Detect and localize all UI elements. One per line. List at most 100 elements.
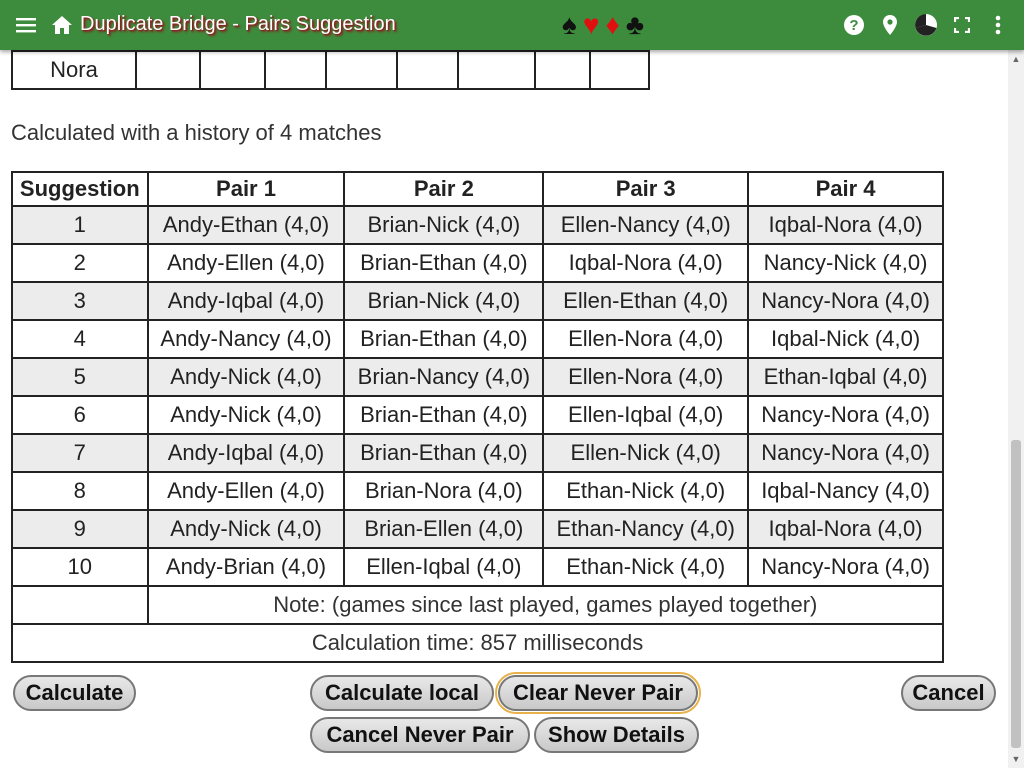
pair-cell: Iqbal-Nora (4,0) [747, 205, 944, 245]
fullscreen-icon[interactable] [948, 0, 976, 50]
suggestion-number: 4 [11, 319, 149, 359]
suggestion-number: 5 [11, 357, 149, 397]
table-row: 2 Andy-Ellen (4,0) Brian-Ethan (4,0) Iqbal-… [11, 243, 944, 283]
pair-cell: Andy-Iqbal (4,0) [146, 433, 346, 473]
history-info: Calculated with a history of 4 matches [11, 120, 382, 145]
more-vert-icon[interactable] [986, 0, 1010, 50]
table-row: 5 Andy-Nick (4,0) Brian-Nancy (4,0) Ellen-N… [11, 357, 944, 397]
note-text: Note: (games since last played, games pl… [146, 585, 945, 625]
suggestion-number: 3 [11, 281, 149, 321]
main-content: Nora Calculated with a history of 4 matc… [0, 50, 1008, 768]
cancel-never-pair-button[interactable]: Cancel Never Pair [310, 717, 530, 753]
pair-cell: Brian-Ellen (4,0) [343, 509, 545, 549]
menu-icon[interactable] [10, 0, 42, 50]
home-icon[interactable] [48, 0, 76, 50]
pair-cell: Iqbal-Nancy (4,0) [747, 471, 944, 511]
pair-cell: Brian-Ethan (4,0) [343, 433, 545, 473]
table-row: Nora [11, 50, 650, 90]
suggestions-table: Suggestion Pair 1 Pair 2 Pair 3 Pair 4 1… [11, 171, 945, 663]
header-pair-1: Pair 1 [146, 171, 346, 207]
table-cell [264, 50, 327, 90]
cancel-button[interactable]: Cancel [901, 675, 996, 711]
pair-cell: Nancy-Nick (4,0) [747, 243, 944, 283]
table-row: 9 Andy-Nick (4,0) Brian-Ellen (4,0) Ethan-N… [11, 509, 944, 549]
pair-cell: Andy-Ethan (4,0) [146, 205, 346, 245]
pair-cell: Brian-Nick (4,0) [343, 205, 545, 245]
calc-time-row: Calculation time: 857 milliseconds [11, 623, 944, 663]
scroll-down-arrow-icon[interactable]: ▼ [1011, 754, 1021, 764]
pair-cell: Iqbal-Nora (4,0) [747, 509, 944, 549]
pair-cell: Andy-Iqbal (4,0) [146, 281, 346, 321]
table-cell [457, 50, 536, 90]
calculate-button[interactable]: Calculate [13, 675, 136, 711]
pair-cell: Ethan-Nick (4,0) [542, 547, 750, 587]
pair-cell: Ellen-Ethan (4,0) [542, 281, 750, 321]
header-pair-4: Pair 4 [747, 171, 944, 207]
pair-cell: Brian-Nora (4,0) [343, 471, 545, 511]
pair-cell: Brian-Nick (4,0) [343, 281, 545, 321]
show-details-button[interactable]: Show Details [534, 717, 699, 753]
pair-cell: Ethan-Nick (4,0) [542, 471, 750, 511]
table-header-row: Suggestion Pair 1 Pair 2 Pair 3 Pair 4 [11, 171, 944, 207]
pair-cell: Ellen-Iqbal (4,0) [343, 547, 545, 587]
theme-pie-icon[interactable] [912, 0, 940, 50]
pair-cell: Brian-Nancy (4,0) [343, 357, 545, 397]
suggestion-number: 9 [11, 509, 149, 549]
pair-cell: Andy-Ellen (4,0) [146, 471, 346, 511]
clear-never-pair-button[interactable]: Clear Never Pair [495, 672, 701, 714]
suggestion-number: 10 [11, 547, 149, 587]
pair-cell: Ellen-Iqbal (4,0) [542, 395, 750, 435]
pair-cell: Brian-Ethan (4,0) [343, 395, 545, 435]
header-pair-3: Pair 3 [542, 171, 750, 207]
pair-cell: Andy-Nick (4,0) [146, 357, 346, 397]
pair-cell: Nancy-Nora (4,0) [747, 433, 944, 473]
location-pin-icon[interactable] [876, 0, 904, 50]
table-row: 7 Andy-Iqbal (4,0) Brian-Ethan (4,0) Ellen-… [11, 433, 944, 473]
pair-cell: Andy-Brian (4,0) [146, 547, 346, 587]
pair-cell: Brian-Ethan (4,0) [343, 243, 545, 283]
pair-cell: Nancy-Nora (4,0) [747, 547, 944, 587]
pair-cell: Andy-Nick (4,0) [146, 509, 346, 549]
spade-icon: ♠ [562, 9, 577, 40]
suggestion-number: 6 [11, 395, 149, 435]
table-row: 4 Andy-Nancy (4,0) Brian-Ethan (4,0) Ellen-… [11, 319, 944, 359]
table-cell [534, 50, 591, 90]
header-pair-2: Pair 2 [343, 171, 545, 207]
scrollbar-thumb[interactable] [1011, 440, 1021, 748]
player-name-cell: Nora [11, 50, 137, 90]
player-table: Nora [11, 50, 650, 90]
pair-cell: Nancy-Nora (4,0) [747, 395, 944, 435]
table-row: 10 Andy-Brian (4,0) Ellen-Iqbal (4,0) Ethan… [11, 547, 944, 587]
scroll-up-arrow-icon[interactable]: ▲ [1011, 54, 1021, 64]
suit-symbols: ♠ ♥ ♦ ♣ [562, 11, 644, 39]
table-cell [135, 50, 201, 90]
header-suggestion: Suggestion [11, 171, 149, 207]
table-row: 3 Andy-Iqbal (4,0) Brian-Nick (4,0) Ellen-E… [11, 281, 944, 321]
help-icon[interactable]: ? [840, 0, 868, 50]
pair-cell: Nancy-Nora (4,0) [747, 281, 944, 321]
pair-cell: Ethan-Iqbal (4,0) [747, 357, 944, 397]
calculation-time: Calculation time: 857 milliseconds [11, 623, 944, 663]
suggestion-number: 7 [11, 433, 149, 473]
table-row: 1 Andy-Ethan (4,0) Brian-Nick (4,0) Ellen-N… [11, 205, 944, 245]
table-cell [396, 50, 459, 90]
pair-cell: Iqbal-Nick (4,0) [747, 319, 944, 359]
diamond-icon: ♦ [605, 9, 620, 40]
pair-cell: Ellen-Nancy (4,0) [542, 205, 750, 245]
calculate-local-button[interactable]: Calculate local [310, 675, 494, 711]
table-cell [325, 50, 398, 90]
svg-text:?: ? [849, 17, 858, 34]
pair-cell: Iqbal-Nora (4,0) [542, 243, 750, 283]
suggestion-number: 1 [11, 205, 149, 245]
pair-cell: Andy-Ellen (4,0) [146, 243, 346, 283]
pair-cell: Ellen-Nora (4,0) [542, 319, 750, 359]
note-row: Note: (games since last played, games pl… [11, 585, 945, 625]
heart-icon: ♥ [582, 9, 600, 40]
table-cell [11, 585, 149, 625]
app-bar: Duplicate Bridge - Pairs Suggestion ♠ ♥ … [0, 0, 1024, 50]
table-cell [199, 50, 266, 90]
pair-cell: Andy-Nick (4,0) [146, 395, 346, 435]
suggestion-number: 8 [11, 471, 149, 511]
pair-cell: Brian-Ethan (4,0) [343, 319, 545, 359]
pair-cell: Andy-Nancy (4,0) [146, 319, 346, 359]
